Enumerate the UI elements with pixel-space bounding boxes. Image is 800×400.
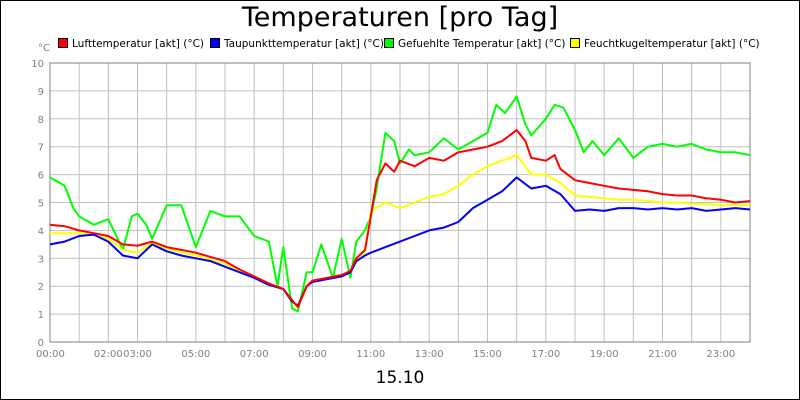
x-tick-label: 15:00: [473, 349, 502, 360]
legend-item-gefuehlte-temperatur: Gefuehlte Temperatur [akt] (°C): [384, 38, 565, 50]
y-tick-label: 8: [38, 115, 44, 126]
x-tick-label: 19:00: [590, 349, 619, 360]
y-tick-label: 6: [38, 171, 44, 182]
x-tick-label: 00:00: [36, 349, 65, 360]
y-tick-label: 5: [38, 199, 44, 210]
y-axis-unit: °C: [38, 43, 50, 54]
legend-label-gefuehlte-temperatur: Gefuehlte Temperatur [akt] (°C): [398, 38, 566, 50]
x-tick-label: 23:00: [706, 349, 735, 360]
x-tick-label: 17:00: [531, 349, 560, 360]
x-tick-label: 05:00: [181, 349, 210, 360]
legend-swatch-taupunkttemperatur: [210, 38, 220, 48]
legend-item-taupunkttemperatur: Taupunkttemperatur [akt] (°C): [210, 38, 384, 50]
legend-item-feuchtkugeltemperatur: Feuchtkugeltemperatur [akt] (°C): [570, 38, 760, 50]
date-label: 15.10: [375, 368, 425, 388]
legend-swatch-gefuehlte-temperatur: [384, 38, 394, 48]
x-tick-label: 11:00: [356, 349, 385, 360]
y-tick-label: 1: [38, 310, 44, 321]
legend-swatch-lufttemperatur: [58, 38, 68, 48]
y-tick-label: 7: [38, 143, 44, 154]
y-tick-label: 2: [38, 282, 44, 293]
legend-label-lufttemperatur: Lufttemperatur [akt] (°C): [72, 38, 204, 50]
x-tick-label: 07:00: [240, 349, 269, 360]
x-tick-label: 21:00: [648, 349, 677, 360]
legend-swatch-feuchtkugeltemperatur: [570, 38, 580, 48]
x-tick-label: 09:00: [298, 349, 327, 360]
x-tick-label: 03:00: [123, 349, 152, 360]
y-tick-label: 3: [38, 254, 44, 265]
legend-item-lufttemperatur: Lufttemperatur [akt] (°C): [58, 38, 204, 50]
legend-label-feuchtkugeltemperatur: Feuchtkugeltemperatur [akt] (°C): [584, 38, 760, 50]
x-tick-label: 13:00: [415, 349, 444, 360]
y-tick-label: 9: [38, 87, 44, 98]
y-tick-label: 10: [31, 59, 44, 70]
x-tick-label: 02:00: [94, 349, 123, 360]
series-line-taupunkttemperatur: [49, 176, 751, 307]
series-line-lufttemperatur: [49, 129, 751, 309]
plot-border: [49, 62, 751, 343]
y-tick-label: 0: [38, 338, 44, 349]
series-line-gefuehlte-temperatur: [49, 95, 751, 313]
legend-label-taupunkttemperatur: Taupunkttemperatur [akt] (°C): [224, 38, 384, 50]
y-tick-label: 4: [38, 226, 44, 237]
chart-title: Temperaturen [pro Tag]: [241, 2, 559, 33]
